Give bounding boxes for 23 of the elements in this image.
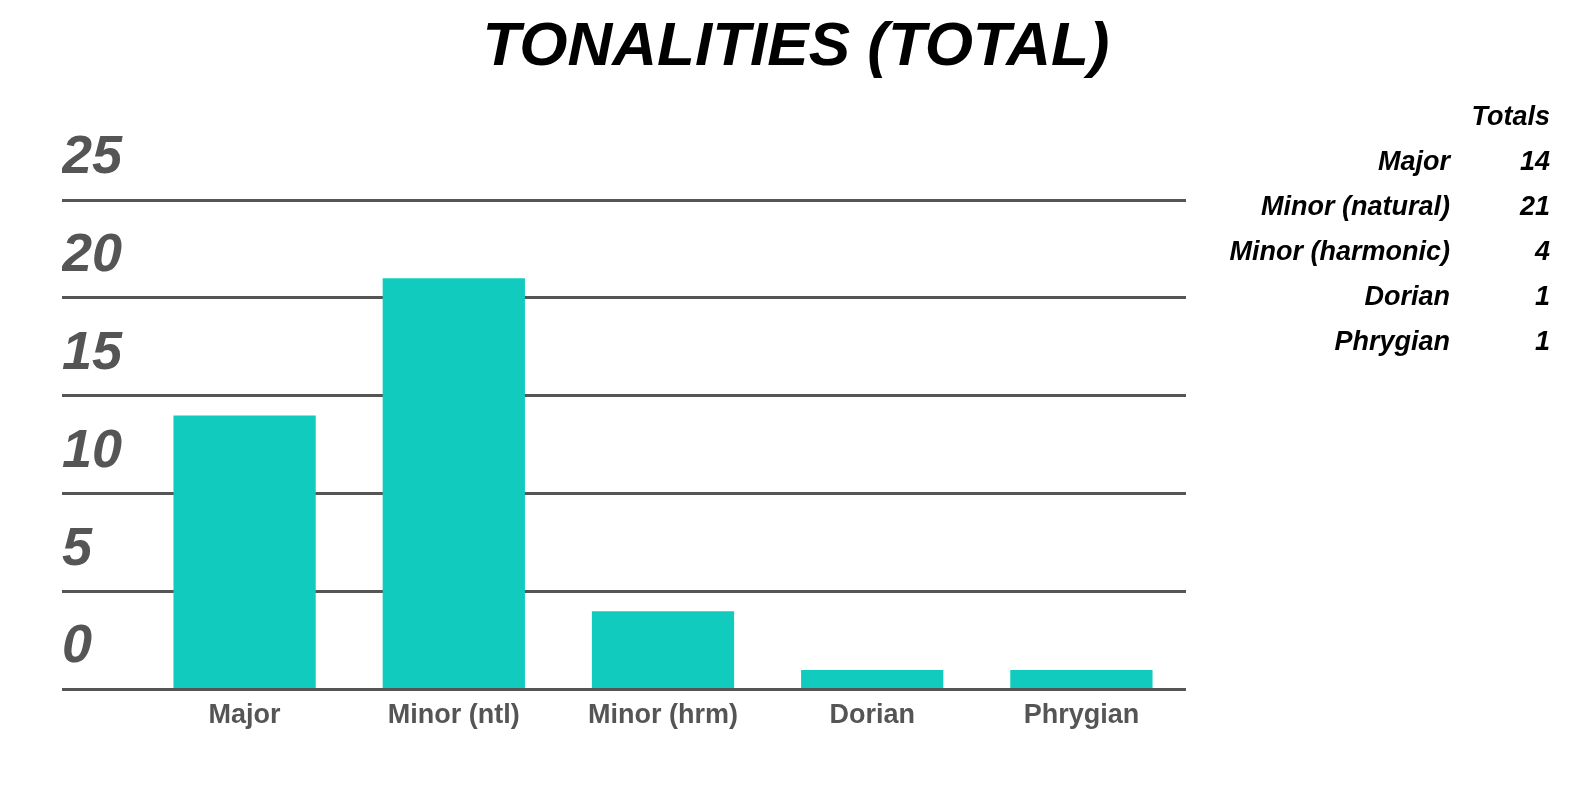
y-tick-label: 20 xyxy=(61,221,123,282)
chart-title: TONALITIES (TOTAL) xyxy=(481,8,1111,79)
y-tick-label: 15 xyxy=(62,319,124,380)
y-tick-label: 10 xyxy=(62,417,123,478)
y-tick-label: 0 xyxy=(62,613,93,674)
text: Phrygian xyxy=(1333,325,1450,358)
y-tick-label: 25 xyxy=(61,123,124,184)
text: 14 xyxy=(1518,145,1550,178)
text: Major xyxy=(1377,145,1450,178)
y-tick-label: 5 xyxy=(62,515,93,576)
text: Dorian xyxy=(1363,280,1450,313)
text: Minor (natural) xyxy=(1260,190,1450,223)
text: 1 xyxy=(1533,325,1550,358)
x-tick-label: Minor (hrm) xyxy=(588,699,738,730)
x-tick-label: Minor (ntl) xyxy=(387,699,520,730)
text: Totals xyxy=(1470,100,1550,133)
text: Minor (harmonic) xyxy=(1228,235,1450,268)
text: 4 xyxy=(1533,235,1550,268)
text: 21 xyxy=(1518,190,1550,223)
x-tick-label: Major xyxy=(208,699,282,730)
x-tick-label: Dorian xyxy=(829,699,915,730)
text: 1 xyxy=(1533,280,1550,313)
x-tick-label: Phrygian xyxy=(1023,699,1140,730)
